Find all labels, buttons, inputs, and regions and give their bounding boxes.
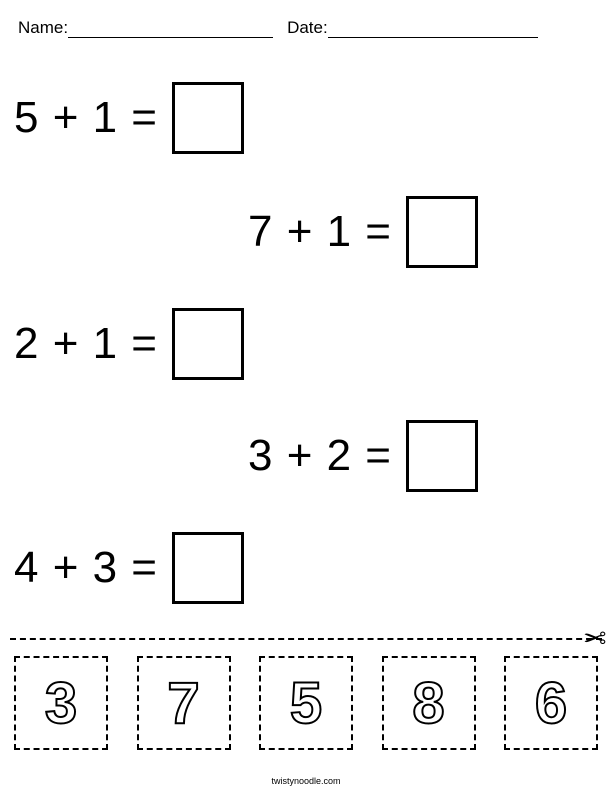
answer-box[interactable] bbox=[172, 308, 244, 380]
scissors-icon: ✂ bbox=[583, 622, 606, 655]
answer-box[interactable] bbox=[172, 82, 244, 154]
answer-tile-5[interactable]: 5 bbox=[259, 656, 353, 750]
footer-credit: twistynoodle.com bbox=[0, 776, 612, 786]
problem-5: 4 + 3 = bbox=[14, 532, 244, 604]
tile-number: 6 bbox=[535, 670, 567, 737]
answer-box[interactable] bbox=[172, 532, 244, 604]
answer-tile-6[interactable]: 6 bbox=[504, 656, 598, 750]
answer-tile-7[interactable]: 7 bbox=[137, 656, 231, 750]
answer-box[interactable] bbox=[406, 420, 478, 492]
expression: 3 + 2 = bbox=[248, 431, 392, 481]
answer-box[interactable] bbox=[406, 196, 478, 268]
problem-1: 5 + 1 = bbox=[14, 82, 244, 154]
tile-number: 5 bbox=[290, 670, 322, 737]
problem-2: 7 + 1 = bbox=[248, 196, 478, 268]
answer-tile-8[interactable]: 8 bbox=[382, 656, 476, 750]
expression: 7 + 1 = bbox=[248, 207, 392, 257]
name-line[interactable] bbox=[68, 22, 273, 38]
date-line[interactable] bbox=[328, 22, 538, 38]
date-label: Date: bbox=[287, 18, 328, 38]
name-field: Name: bbox=[18, 18, 273, 38]
date-field: Date: bbox=[287, 18, 538, 38]
expression: 5 + 1 = bbox=[14, 93, 158, 143]
tile-number: 8 bbox=[412, 670, 444, 737]
answer-tiles-row: 3 7 5 8 6 bbox=[14, 656, 598, 750]
name-label: Name: bbox=[18, 18, 68, 38]
expression: 2 + 1 = bbox=[14, 319, 158, 369]
problem-3: 2 + 1 = bbox=[14, 308, 244, 380]
worksheet-header: Name: Date: bbox=[18, 18, 594, 38]
expression: 4 + 3 = bbox=[14, 543, 158, 593]
cut-line bbox=[10, 638, 602, 640]
answer-tile-3[interactable]: 3 bbox=[14, 656, 108, 750]
tile-number: 3 bbox=[45, 670, 77, 737]
tile-number: 7 bbox=[167, 670, 199, 737]
problem-4: 3 + 2 = bbox=[248, 420, 478, 492]
